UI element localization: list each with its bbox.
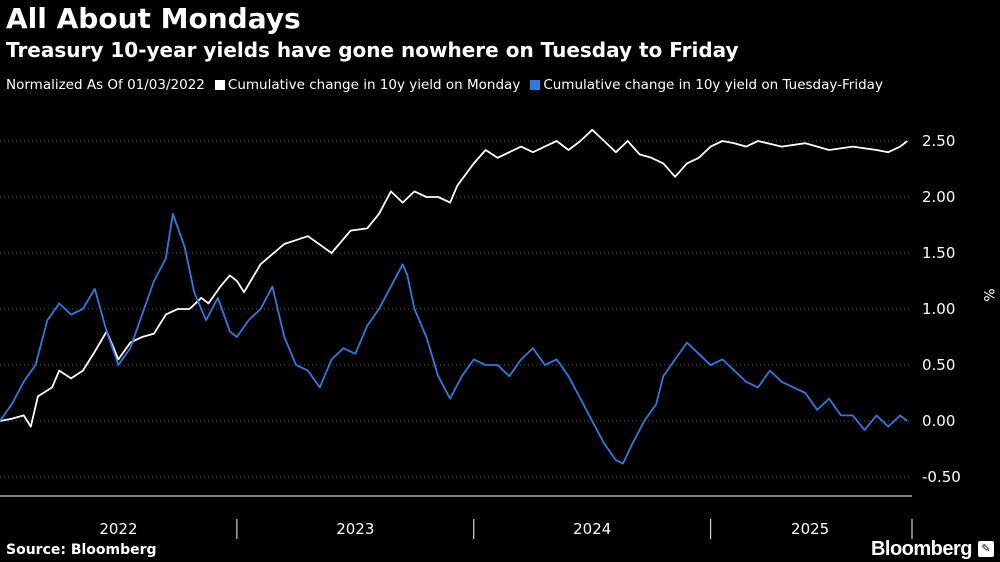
y-tick-label: 2.50 bbox=[922, 132, 955, 150]
y-axis-label: % bbox=[980, 288, 996, 301]
legend: Normalized As Of 01/03/2022 Cumulative c… bbox=[6, 76, 893, 94]
y-tick-label: 0.50 bbox=[922, 356, 955, 374]
legend-label-tuesday-friday: Cumulative change in 10y yield on Tuesda… bbox=[543, 77, 883, 93]
legend-swatch-monday bbox=[214, 80, 225, 90]
line-chart: 2.50 2.00 1.50 1.00 0.50 0.00 -0.50% 2022 2023 20… bbox=[0, 128, 996, 539]
brand: Bloomberg ✎ bbox=[871, 538, 994, 560]
legend-item-monday: Cumulative change in 10y yield on Monday bbox=[214, 76, 521, 94]
legend-swatch-tuesday-friday bbox=[530, 80, 541, 90]
brand-name: Bloomberg bbox=[870, 538, 973, 560]
x-tick-label: 2022 bbox=[99, 520, 137, 538]
y-tick-label: 2.00 bbox=[922, 188, 955, 206]
y-tick-label: 1.50 bbox=[922, 244, 955, 262]
series-line-monday bbox=[0, 128, 908, 428]
x-tick-label: 2025 bbox=[791, 520, 829, 538]
y-tick-label: 0.00 bbox=[922, 412, 955, 430]
legend-label-monday: Cumulative change in 10y yield on Monday bbox=[227, 77, 521, 93]
legend-note-label: Normalized As Of 01/03/2022 bbox=[6, 77, 205, 93]
legend-item-tuesday-friday: Cumulative change in 10y yield on Tuesda… bbox=[530, 76, 883, 94]
source-note: Source: Bloomberg bbox=[6, 542, 157, 558]
bloomberg-logo-icon: ✎ bbox=[978, 541, 994, 557]
x-tick-label: 2024 bbox=[573, 520, 611, 538]
chart-title: All About Mondays bbox=[6, 2, 301, 35]
x-tick-label: 2023 bbox=[336, 520, 374, 538]
y-tick-label: 1.00 bbox=[922, 300, 955, 318]
y-tick-label: -0.50 bbox=[922, 468, 961, 486]
chart-subtitle: Treasury 10-year yields have gone nowher… bbox=[6, 38, 739, 62]
legend-note: Normalized As Of 01/03/2022 bbox=[6, 76, 205, 94]
series-line-tuesday-friday bbox=[0, 212, 908, 465]
